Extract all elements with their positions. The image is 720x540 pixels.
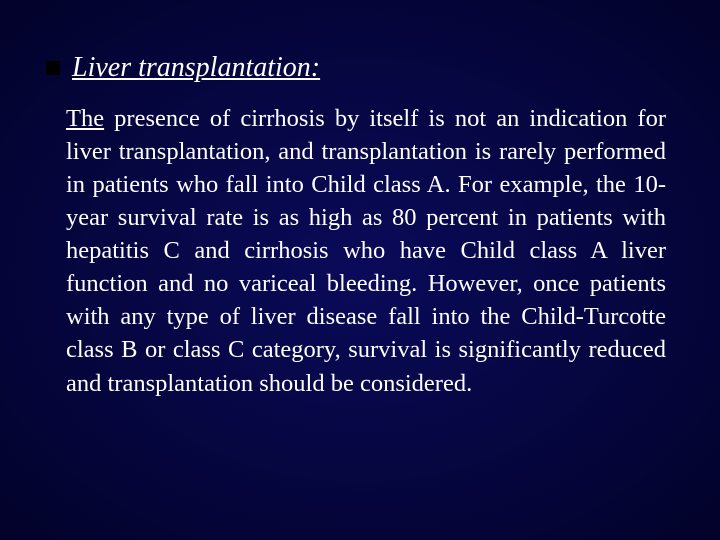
slide-container: Liver transplantation: The presence of c… <box>0 0 720 440</box>
title-row: Liver transplantation: <box>46 52 666 84</box>
body-rest: presence of cirrhosis by itself is not a… <box>66 105 666 397</box>
slide-title: Liver transplantation: <box>72 52 320 84</box>
body-first-word: The <box>66 105 104 132</box>
body-paragraph: The presence of cirrhosis by itself is n… <box>54 102 666 400</box>
bullet-square <box>46 61 60 75</box>
